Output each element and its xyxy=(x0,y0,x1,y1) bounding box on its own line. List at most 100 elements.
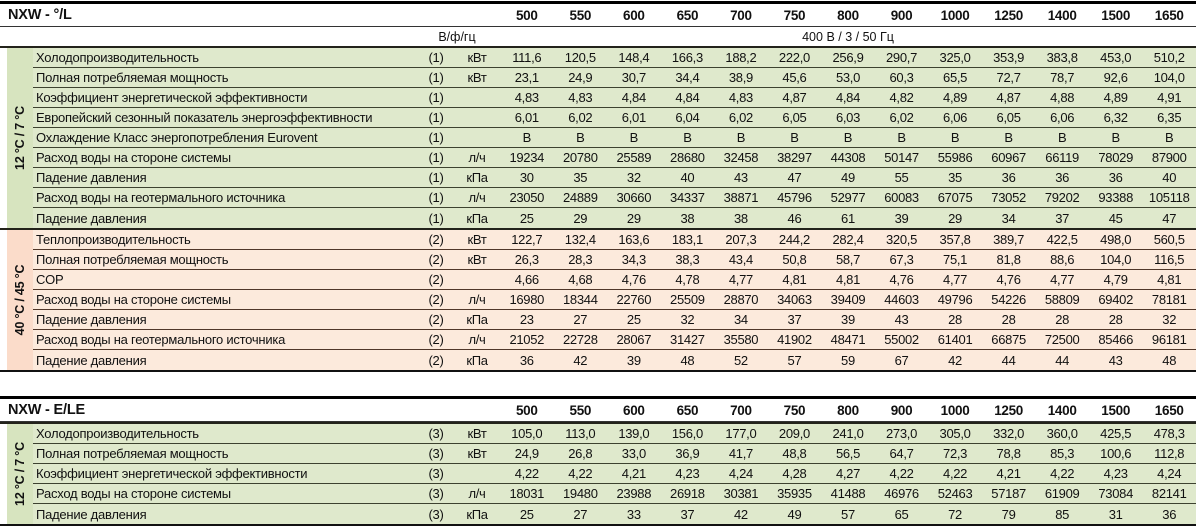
value-cell: 34 xyxy=(1001,210,1016,226)
value-cell: 37 xyxy=(680,506,695,522)
value-cell: 105118 xyxy=(1148,190,1190,205)
value-cell: 57187 xyxy=(991,486,1026,501)
row-label: Европейский сезонный показатель энергоэф… xyxy=(36,110,373,125)
note-marker: (3) xyxy=(428,486,444,501)
value-cell: 4,77 xyxy=(1050,272,1075,287)
value-cell: 4,89 xyxy=(1103,90,1128,105)
side-condition-label: 40 °C / 45 °C xyxy=(7,230,33,370)
value-cell: 28 xyxy=(948,312,962,327)
model-column-header: 700 xyxy=(730,402,752,418)
section-rows: Холодопроизводительность (1) кВт 111,6 120,5… xyxy=(33,48,1196,228)
side-condition-text: 12 °C / 7 °C xyxy=(13,442,27,506)
note-marker: (1) xyxy=(428,70,444,85)
value-cell: 96181 xyxy=(1151,332,1187,347)
spec-row: Расход воды на стороне системы (1) л/ч 1923… xyxy=(33,148,1196,168)
value-cell: 4,76 xyxy=(889,272,914,287)
model-column-header: 750 xyxy=(783,402,806,418)
spec-row: Падение давления (1) кПа 30 35 32 40 43 47 49 55 35… xyxy=(33,168,1196,188)
value-cell: 6,06 xyxy=(943,110,968,125)
value-cell: 50,8 xyxy=(782,252,807,267)
value-cell: 290,7 xyxy=(886,50,918,65)
value-cell: 36 xyxy=(1055,170,1070,185)
spec-row: Европейский сезонный показатель энергоэф… xyxy=(33,108,1196,128)
spec-row: Теплопроизводительность (2) кВт 122,7 132,4 1… xyxy=(33,230,1196,250)
value-cell: 6,02 xyxy=(728,110,753,125)
value-cell: 4,83 xyxy=(728,90,753,105)
value-cell: 43,4 xyxy=(728,252,753,267)
model-column-header: 800 xyxy=(837,402,859,418)
value-cell: 52 xyxy=(733,352,748,368)
value-cell: 21052 xyxy=(509,332,545,347)
value-cell: 67,3 xyxy=(889,252,914,267)
model-column-header: 900 xyxy=(890,7,913,23)
value-cell: 50147 xyxy=(884,150,919,165)
value-cell: 4,84 xyxy=(675,90,700,105)
value-cell: 16980 xyxy=(509,292,545,307)
value-cell: 28 xyxy=(1055,312,1070,327)
value-cell: 560,5 xyxy=(1153,232,1185,247)
value-cell: 82141 xyxy=(1151,486,1187,501)
spec-row: Охлаждение Класс энергопотребления Eurov… xyxy=(33,128,1196,148)
value-cell: 69402 xyxy=(1098,292,1134,307)
value-cell: 28067 xyxy=(616,332,652,347)
spec-row: Полная потребляемая мощность (3) кВт 24,9 26… xyxy=(33,444,1196,464)
unit-label: кПа xyxy=(466,312,488,327)
note-marker: (1) xyxy=(428,130,444,145)
value-cell: 30660 xyxy=(616,190,652,205)
value-cell: B xyxy=(629,130,639,145)
value-cell: 273,0 xyxy=(886,426,918,441)
table-nxw-ele: NXW - E/LE 500 550 600 650 700 750 800 900 1000 1… xyxy=(0,396,1196,526)
row-label: Полная потребляемая мощность xyxy=(36,252,229,267)
value-cell: 383,8 xyxy=(1046,50,1078,65)
table1-title: NXW - °/L xyxy=(8,7,72,23)
value-cell: 104,0 xyxy=(1153,70,1185,85)
power-supply-row: В/ф/гц 400 В / 3 / 50 Гц xyxy=(0,27,1196,46)
value-cell: 4,22 xyxy=(568,466,593,481)
value-cell: 48471 xyxy=(830,332,866,347)
value-cell: 4,88 xyxy=(1050,90,1075,105)
row-label: Расход воды на стороне системы xyxy=(36,486,231,501)
value-cell: 36,9 xyxy=(675,446,700,461)
value-cell: 357,8 xyxy=(939,232,971,247)
value-cell: 31427 xyxy=(670,332,705,347)
value-cell: 28 xyxy=(1108,312,1123,327)
value-cell: 72500 xyxy=(1044,332,1080,347)
model-column-header: 1400 xyxy=(1047,402,1077,418)
value-cell: 6,03 xyxy=(835,110,861,125)
value-cell: 30381 xyxy=(723,486,759,501)
value-cell: 6,32 xyxy=(1103,110,1128,125)
value-cell: 389,7 xyxy=(993,232,1025,247)
value-cell: 28,3 xyxy=(568,252,593,267)
value-cell: 353,9 xyxy=(993,50,1025,65)
note-marker: (1) xyxy=(428,190,444,205)
model-column-header: 500 xyxy=(515,402,538,418)
value-cell: 222,0 xyxy=(778,50,810,65)
model-column-header: 1000 xyxy=(940,7,970,23)
model-column-header: 600 xyxy=(623,7,645,23)
value-cell: 49 xyxy=(841,170,855,185)
value-cell: 104,0 xyxy=(1100,252,1132,267)
value-cell: 67075 xyxy=(937,190,973,205)
spec-row: Коэффициент энергетической эффективности… xyxy=(33,88,1196,108)
value-cell: 6,02 xyxy=(889,110,914,125)
side-condition-text: 12 °C / 7 °C xyxy=(13,106,27,170)
model-column-header: 650 xyxy=(676,7,699,23)
value-cell: 4,24 xyxy=(1157,466,1182,481)
spec-row: Расход воды на стороне системы (3) л/ч 1803… xyxy=(33,484,1196,504)
value-cell: 25509 xyxy=(670,292,705,307)
value-cell: 47 xyxy=(787,170,802,185)
spec-row: Падение давления (2) кПа 23 27 25 32 34 37 39 43 28… xyxy=(33,310,1196,330)
model-column-header: 650 xyxy=(676,402,699,418)
value-cell: 72 xyxy=(948,506,962,522)
model-column-header: 1650 xyxy=(1154,7,1184,23)
side-condition-text: 40 °C / 45 °C xyxy=(13,264,27,336)
model-column-header: 800 xyxy=(837,7,859,23)
value-cell: 49 xyxy=(787,506,802,522)
value-cell: 23988 xyxy=(616,486,652,501)
value-cell: 305,0 xyxy=(939,426,971,441)
value-cell: 148,4 xyxy=(618,50,650,65)
value-cell: 6,02 xyxy=(568,110,593,125)
value-cell: 66875 xyxy=(991,332,1026,347)
value-cell: 36 xyxy=(1162,506,1177,522)
value-cell: 26918 xyxy=(670,486,705,501)
